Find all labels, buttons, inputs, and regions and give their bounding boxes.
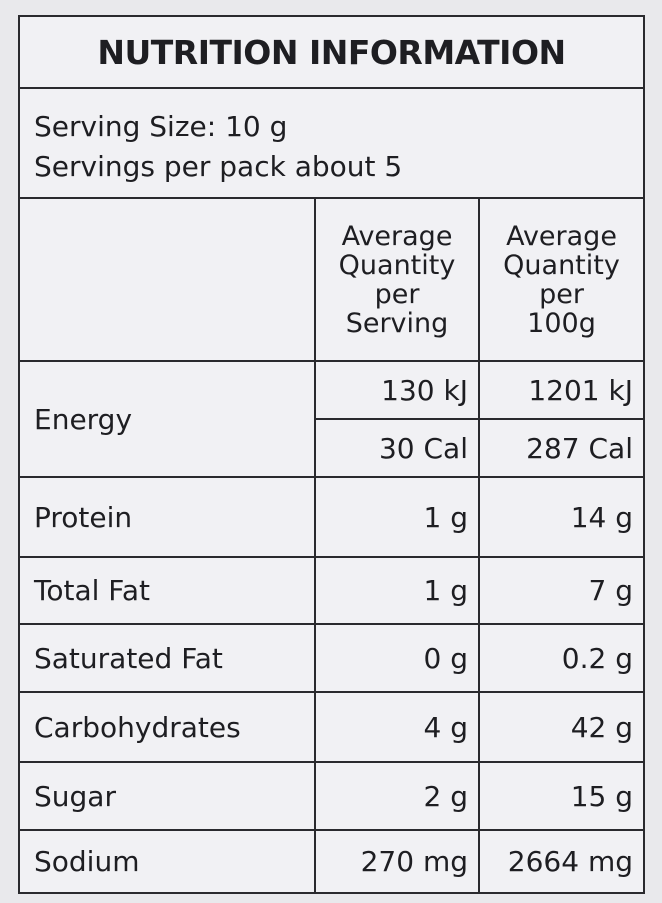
header-line: 100g xyxy=(527,307,596,339)
nutrient-value: 1 g xyxy=(314,556,480,625)
nutrient-value: 130 kJ xyxy=(314,360,480,420)
header-line: Serving xyxy=(345,307,449,339)
nutrition-panel: NUTRITION INFORMATION Serving Size: 10 g… xyxy=(18,15,645,894)
nutrient-value: 1201 kJ xyxy=(478,360,643,420)
nutrient-value: 15 g xyxy=(478,761,643,831)
nutrient-value: 42 g xyxy=(478,691,643,763)
nutrient-value: 1 g xyxy=(314,476,480,558)
nutrient-value: 2664 mg xyxy=(478,829,643,892)
nutrient-row: Carbohydrates 4 g 42 g xyxy=(20,691,643,763)
nutrition-table: Average Quantity per Serving Average Quantity… xyxy=(20,199,643,892)
header-line: Average xyxy=(341,220,453,252)
column-header: Average Quantity per Serving xyxy=(314,199,480,362)
nutrient-row: Energy 130 kJ 1201 kJ xyxy=(20,360,643,478)
column-header: Average Quantity per 100g xyxy=(478,199,643,362)
nutrient-value: 4 g xyxy=(314,691,480,763)
header-row: Average Quantity per Serving Average Quantity… xyxy=(20,199,643,362)
nutrient-row: Saturated Fat 0 g 0.2 g xyxy=(20,623,643,693)
nutrient-row: Protein 1 g 14 g xyxy=(20,476,643,558)
nutrient-label: Energy xyxy=(20,360,316,478)
nutrient-label: Total Fat xyxy=(20,556,316,625)
nutrient-label: Carbohydrates xyxy=(20,691,316,763)
header-line: Quantity xyxy=(503,249,620,281)
serving-size: Serving Size: 10 g xyxy=(34,110,288,143)
header-line: per xyxy=(539,278,584,310)
nutrient-value: 7 g xyxy=(478,556,643,625)
nutrient-value: 30 Cal xyxy=(315,418,480,478)
header-line: Quantity xyxy=(338,249,456,281)
nutrient-value: 0 g xyxy=(314,623,480,693)
serving-info: Serving Size: 10 g Servings per pack abo… xyxy=(20,89,643,199)
nutrient-label: Saturated Fat xyxy=(20,623,316,693)
nutrient-row: Sugar 2 g 15 g xyxy=(20,761,643,831)
nutrient-label: Sugar xyxy=(20,761,316,831)
header-line: per xyxy=(374,278,420,310)
nutrient-value: 2 g xyxy=(314,761,480,831)
servings-per-pack: Servings per pack about 5 xyxy=(34,150,403,183)
nutrient-value: 0.2 g xyxy=(478,623,643,693)
nutrient-value: 287 Cal xyxy=(478,418,643,478)
nutrient-value: 14 g xyxy=(478,476,643,558)
nutrient-value: 270 mg xyxy=(314,829,480,892)
header-line: Average xyxy=(506,220,617,252)
nutrient-label: Protein xyxy=(20,476,316,558)
header-blank xyxy=(20,199,316,362)
nutrient-row: Sodium 270 mg 2664 mg xyxy=(20,829,643,892)
nutrient-row: 30 Cal 287 Cal xyxy=(20,418,643,478)
nutrient-label: Sodium xyxy=(20,829,316,892)
title: NUTRITION INFORMATION xyxy=(20,17,643,89)
